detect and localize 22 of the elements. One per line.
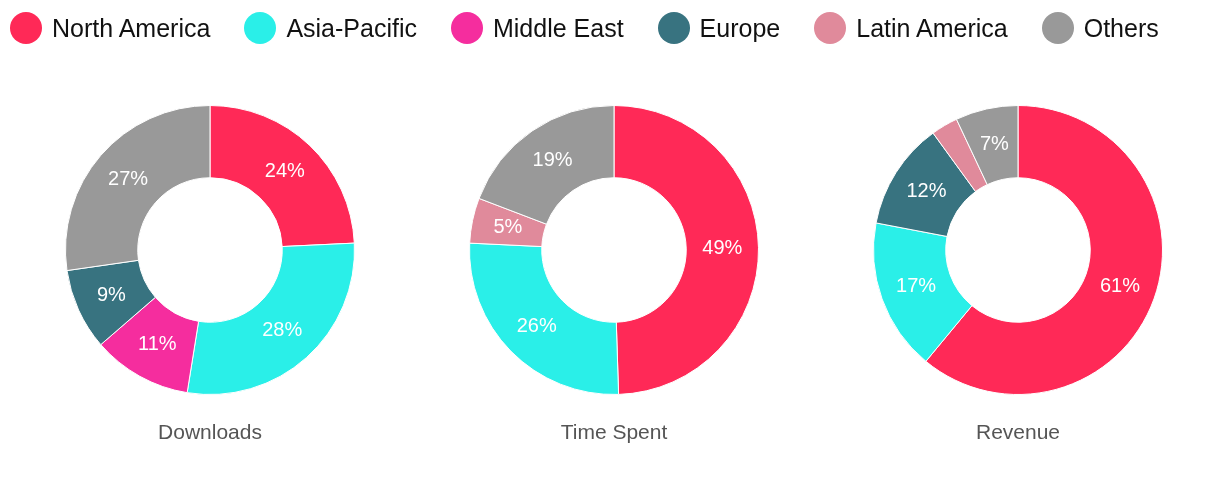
data-label: 28% [262, 318, 303, 341]
data-label: 49% [702, 235, 743, 258]
data-label: 27% [108, 166, 149, 189]
data-label: 7% [979, 131, 1010, 154]
legend-label: Middle East [492, 13, 624, 43]
legend-label: Asia-Pacific [286, 13, 417, 43]
data-label: 24% [264, 159, 306, 182]
data-label: 17% [896, 274, 937, 297]
data-label: 61% [1099, 274, 1141, 297]
text: Downloads [158, 420, 262, 444]
data-label: 9% [96, 282, 127, 305]
legend-label: Others [1083, 13, 1159, 43]
legend-label: Europe [699, 13, 781, 43]
legend-label: North America [52, 13, 211, 43]
data-label: 26% [516, 313, 557, 336]
data-label: 19% [532, 148, 573, 171]
text: Revenue [975, 420, 1061, 444]
text: Time Spent [560, 420, 668, 444]
data-label: 5% [493, 215, 523, 238]
legend-label: Latin America [856, 13, 1008, 43]
data-label: 11% [138, 332, 177, 355]
data-label: 12% [906, 179, 947, 202]
